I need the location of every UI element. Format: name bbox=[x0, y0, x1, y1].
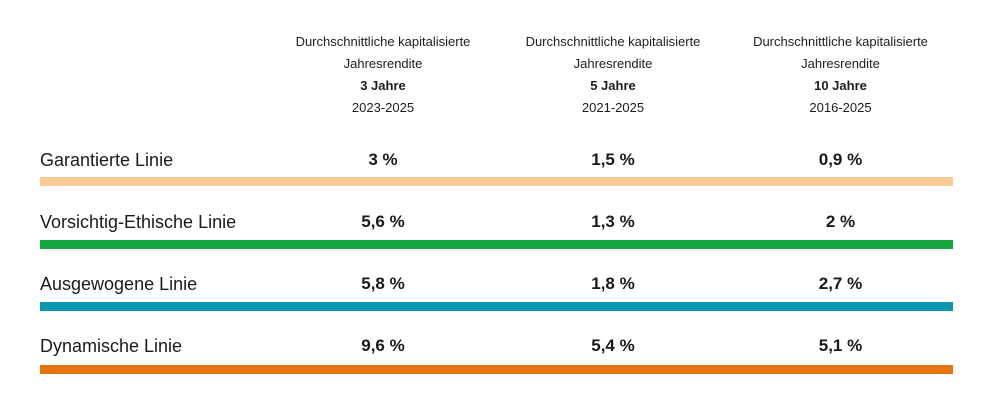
column-header-5-jahre: Durchschnittliche kapitalisierte Jahresr… bbox=[498, 31, 728, 119]
table-row: Dynamische Linie 9,6 % 5,4 % 5,1 % bbox=[40, 333, 953, 359]
row-label-garantierte-linie: Garantierte Linie bbox=[40, 149, 174, 170]
row-label-vorsichtig-ethische-linie: Vorsichtig-Ethische Linie bbox=[40, 211, 237, 232]
header-period: 5 Jahre bbox=[590, 78, 636, 93]
value-cell: 5,8 % bbox=[361, 274, 405, 293]
header-period: 3 Jahre bbox=[360, 78, 406, 93]
header-years: 2016-2025 bbox=[809, 100, 872, 115]
header-title-line1: Durchschnittliche kapitalisierte bbox=[295, 34, 471, 49]
header-years: 2023-2025 bbox=[351, 100, 415, 115]
header-period: 10 Jahre bbox=[814, 78, 867, 93]
value-cell: 2 % bbox=[825, 212, 856, 231]
value-cell: 1,5 % bbox=[591, 150, 635, 169]
column-header-10-jahre: Durchschnittliche kapitalisierte Jahresr… bbox=[728, 31, 953, 119]
value-cell: 1,3 % bbox=[591, 212, 635, 231]
row-separator-bar bbox=[40, 365, 953, 374]
column-header-3-jahre: Durchschnittliche kapitalisierte Jahresr… bbox=[268, 31, 498, 119]
value-cell: 5,1 % bbox=[818, 336, 863, 355]
row-label-dynamische-linie: Dynamische Linie bbox=[40, 335, 183, 356]
table-row: Garantierte Linie 3 % 1,5 % 0,9 % bbox=[40, 147, 953, 173]
table-header-row: Durchschnittliche kapitalisierte Jahresr… bbox=[40, 31, 953, 119]
table-row: Ausgewogene Linie 5,8 % 1,8 % 2,7 % bbox=[40, 271, 953, 297]
row-separator-bar bbox=[40, 240, 953, 249]
header-title-line2: Jahresrendite bbox=[801, 56, 880, 71]
table-row: Vorsichtig-Ethische Linie 5,6 % 1,3 % 2 … bbox=[40, 209, 953, 235]
value-cell: 5,4 % bbox=[591, 336, 635, 355]
value-cell: 2,7 % bbox=[818, 274, 863, 293]
header-years: 2021-2025 bbox=[581, 100, 645, 115]
header-title-line2: Jahresrendite bbox=[573, 56, 653, 71]
value-cell: 0,9 % bbox=[818, 150, 863, 169]
value-cell: 9,6 % bbox=[361, 336, 405, 355]
value-cell: 5,6 % bbox=[361, 212, 405, 231]
header-title-line1: Durchschnittliche kapitalisierte bbox=[753, 34, 928, 49]
row-label-ausgewogene-linie: Ausgewogene Linie bbox=[40, 273, 198, 294]
value-cell: 3 % bbox=[368, 150, 398, 169]
header-title-line1: Durchschnittliche kapitalisierte bbox=[525, 34, 701, 49]
value-cell: 1,8 % bbox=[591, 274, 635, 293]
header-title-line2: Jahresrendite bbox=[343, 56, 423, 71]
row-separator-bar bbox=[40, 177, 953, 186]
row-separator-bar bbox=[40, 302, 953, 311]
